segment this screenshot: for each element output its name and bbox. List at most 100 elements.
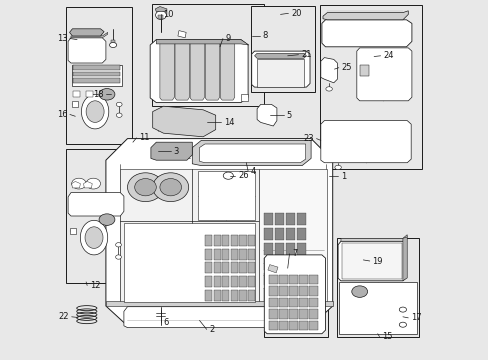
Bar [288, 309, 297, 319]
Bar [247, 249, 255, 260]
Polygon shape [264, 255, 325, 334]
Bar [288, 286, 297, 296]
Bar [299, 275, 307, 284]
Text: 12: 12 [89, 281, 100, 290]
Bar [264, 288, 273, 301]
Text: 1: 1 [340, 172, 345, 181]
Ellipse shape [223, 172, 233, 179]
Bar [111, 40, 115, 44]
Polygon shape [178, 31, 186, 38]
Bar [250, 6, 314, 92]
Bar [275, 213, 284, 225]
Polygon shape [123, 307, 280, 328]
Bar [230, 249, 238, 260]
Polygon shape [155, 6, 167, 12]
Text: 2: 2 [209, 325, 214, 334]
Polygon shape [257, 104, 276, 126]
Bar [275, 273, 284, 285]
Polygon shape [205, 41, 219, 100]
Bar [268, 286, 277, 296]
Bar [275, 258, 284, 270]
Bar [204, 249, 212, 260]
Polygon shape [86, 91, 92, 97]
Bar [288, 275, 297, 284]
Text: 3: 3 [173, 147, 178, 156]
Ellipse shape [116, 102, 122, 107]
Bar [230, 276, 238, 287]
Text: 15: 15 [381, 332, 392, 341]
Bar [299, 298, 307, 307]
Ellipse shape [115, 243, 121, 247]
Bar [213, 235, 220, 246]
Polygon shape [71, 32, 107, 38]
Bar [239, 235, 246, 246]
Ellipse shape [134, 179, 156, 196]
Polygon shape [123, 223, 255, 302]
Bar [309, 321, 317, 330]
Text: 6: 6 [163, 318, 168, 327]
Text: 7: 7 [291, 249, 297, 258]
Bar [338, 282, 416, 334]
Bar [239, 290, 246, 301]
Bar [73, 78, 120, 83]
Bar [204, 276, 212, 287]
Bar [222, 235, 229, 246]
Bar [225, 174, 231, 178]
Bar [264, 253, 328, 337]
Bar [230, 262, 238, 273]
Bar [213, 262, 220, 273]
Polygon shape [175, 41, 189, 100]
Ellipse shape [127, 173, 163, 202]
Ellipse shape [86, 101, 104, 122]
Bar [268, 275, 277, 284]
Bar [309, 298, 317, 307]
Polygon shape [72, 101, 78, 107]
Bar [285, 228, 294, 240]
Polygon shape [152, 106, 215, 137]
Text: 8: 8 [262, 31, 267, 40]
Bar [158, 15, 163, 19]
Bar [222, 276, 229, 287]
Bar [264, 243, 273, 255]
Polygon shape [251, 51, 309, 87]
Bar [279, 321, 287, 330]
Ellipse shape [116, 113, 122, 117]
Text: 16: 16 [57, 110, 67, 119]
Bar [73, 72, 120, 76]
Bar [204, 235, 212, 246]
Polygon shape [150, 40, 247, 103]
Text: 17: 17 [410, 313, 421, 323]
Polygon shape [106, 301, 332, 306]
Polygon shape [160, 41, 174, 100]
Polygon shape [73, 91, 80, 97]
Polygon shape [192, 140, 310, 166]
Polygon shape [68, 38, 106, 63]
Polygon shape [359, 65, 368, 76]
Text: 23: 23 [303, 134, 313, 143]
Ellipse shape [334, 165, 341, 170]
Text: 10: 10 [163, 10, 174, 19]
Ellipse shape [72, 178, 86, 189]
Ellipse shape [99, 89, 115, 100]
Polygon shape [320, 58, 337, 83]
Polygon shape [70, 228, 76, 234]
Bar [285, 273, 294, 285]
Bar [296, 243, 305, 255]
Polygon shape [322, 11, 407, 20]
Bar [309, 286, 317, 296]
Ellipse shape [115, 255, 121, 259]
Polygon shape [402, 237, 407, 281]
Polygon shape [321, 20, 411, 47]
Text: 18: 18 [93, 90, 103, 99]
Polygon shape [220, 41, 234, 100]
Bar [66, 149, 132, 283]
Polygon shape [267, 265, 277, 273]
Polygon shape [156, 40, 248, 45]
Text: 21: 21 [301, 50, 311, 59]
Bar [275, 288, 284, 301]
Bar [296, 213, 305, 225]
Bar [239, 249, 246, 260]
Bar [296, 258, 305, 270]
Bar [296, 273, 305, 285]
Bar [288, 298, 297, 307]
